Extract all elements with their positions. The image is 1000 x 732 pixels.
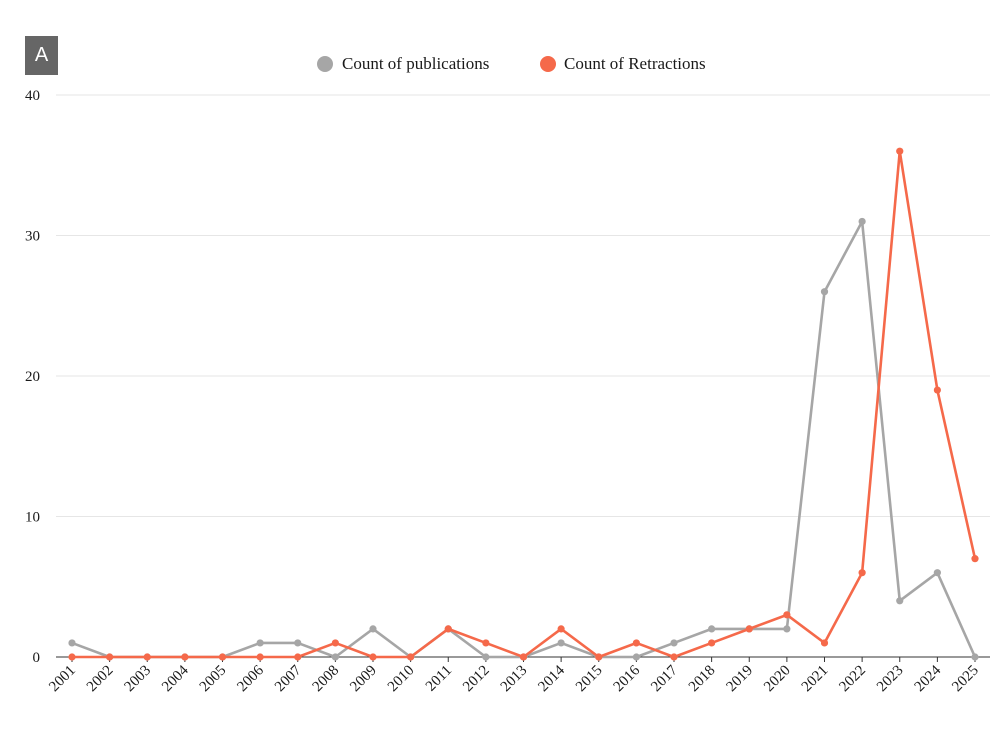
data-point xyxy=(820,288,829,296)
x-tick-label: 2022 xyxy=(836,663,869,696)
x-tick-label: 2008 xyxy=(310,663,343,696)
y-tick-label: 20 xyxy=(25,369,40,385)
data-point xyxy=(708,639,716,647)
data-point xyxy=(256,639,264,647)
data-point xyxy=(444,625,452,633)
data-point xyxy=(783,611,791,619)
data-point xyxy=(670,653,678,661)
data-point xyxy=(369,625,377,633)
gridlines xyxy=(56,94,990,517)
data-point xyxy=(783,625,791,633)
x-tick-label: 2016 xyxy=(611,662,644,695)
x-tick-label: 2014 xyxy=(535,662,568,695)
x-tick-label: 2001 xyxy=(46,663,79,696)
x-tick-label: 2025 xyxy=(949,663,982,696)
x-tick-label: 2018 xyxy=(686,663,719,696)
data-point xyxy=(294,639,302,647)
x-tick-label: 2011 xyxy=(423,663,455,695)
data-point xyxy=(369,653,377,661)
x-tick-label: 2020 xyxy=(761,663,794,696)
series-layer xyxy=(68,147,979,661)
data-point xyxy=(632,653,640,661)
data-point xyxy=(143,653,151,661)
data-point xyxy=(218,653,227,661)
data-point xyxy=(971,555,979,563)
x-axis: 2001 2002 2003 2004 2005 2006 2007 2008 2009 2010… xyxy=(46,656,990,696)
y-axis: 0 10 20 30 40 xyxy=(25,88,40,666)
data-point xyxy=(68,653,76,661)
data-point xyxy=(745,625,753,633)
data-point xyxy=(68,639,76,647)
data-point xyxy=(708,625,716,633)
y-tick-label: 0 xyxy=(33,650,41,666)
data-point xyxy=(971,653,979,661)
x-tick-label: 2023 xyxy=(874,663,907,696)
data-point xyxy=(294,653,302,661)
x-tick-label: 2024 xyxy=(912,662,945,695)
data-point xyxy=(256,653,264,661)
y-tick-label: 40 xyxy=(25,88,40,104)
legend-label: Count of publications xyxy=(342,54,489,73)
legend-marker xyxy=(317,56,333,72)
data-point xyxy=(482,639,490,647)
data-point xyxy=(896,147,904,155)
series-retractions xyxy=(68,147,979,661)
data-point xyxy=(632,639,640,647)
series-publications xyxy=(68,217,979,661)
legend: Count of publications Count of Retraction… xyxy=(317,54,706,73)
x-tick-label: 2015 xyxy=(573,663,606,696)
x-tick-label: 2010 xyxy=(385,663,418,696)
x-tick-label: 2017 xyxy=(648,662,681,695)
data-point xyxy=(557,625,565,633)
x-tick-label: 2003 xyxy=(122,663,155,696)
data-point xyxy=(670,639,678,647)
data-point xyxy=(557,639,565,647)
data-point xyxy=(331,639,339,647)
data-point xyxy=(933,569,941,577)
data-point xyxy=(595,653,603,661)
y-tick-label: 30 xyxy=(25,229,40,245)
x-tick-label: 2004 xyxy=(159,662,192,695)
data-point xyxy=(407,653,415,661)
x-tick-label: 2007 xyxy=(272,662,305,695)
y-tick-label: 10 xyxy=(25,510,40,526)
data-point xyxy=(858,569,866,577)
panel-label-badge: A xyxy=(25,36,58,75)
x-tick-label: 2005 xyxy=(197,663,230,696)
data-point xyxy=(858,217,866,226)
data-point xyxy=(482,653,490,661)
data-point xyxy=(331,653,339,661)
x-tick-label: 2012 xyxy=(460,663,493,696)
x-tick-label: 2002 xyxy=(84,663,117,696)
data-point xyxy=(519,653,528,661)
x-tick-label: 2021 xyxy=(799,663,832,696)
data-point xyxy=(181,653,189,661)
legend-marker xyxy=(540,56,556,72)
data-point xyxy=(896,597,904,605)
data-point xyxy=(106,653,114,661)
x-tick-label: 2019 xyxy=(724,663,757,696)
x-tick-label: 2006 xyxy=(234,662,267,695)
x-tick-label: 2013 xyxy=(498,663,531,696)
data-point xyxy=(820,639,829,647)
series-line xyxy=(72,149,977,659)
data-point xyxy=(933,386,941,394)
x-tick-label: 2009 xyxy=(347,663,380,696)
series-line xyxy=(71,220,977,659)
legend-label: Count of Retractions xyxy=(564,54,706,73)
